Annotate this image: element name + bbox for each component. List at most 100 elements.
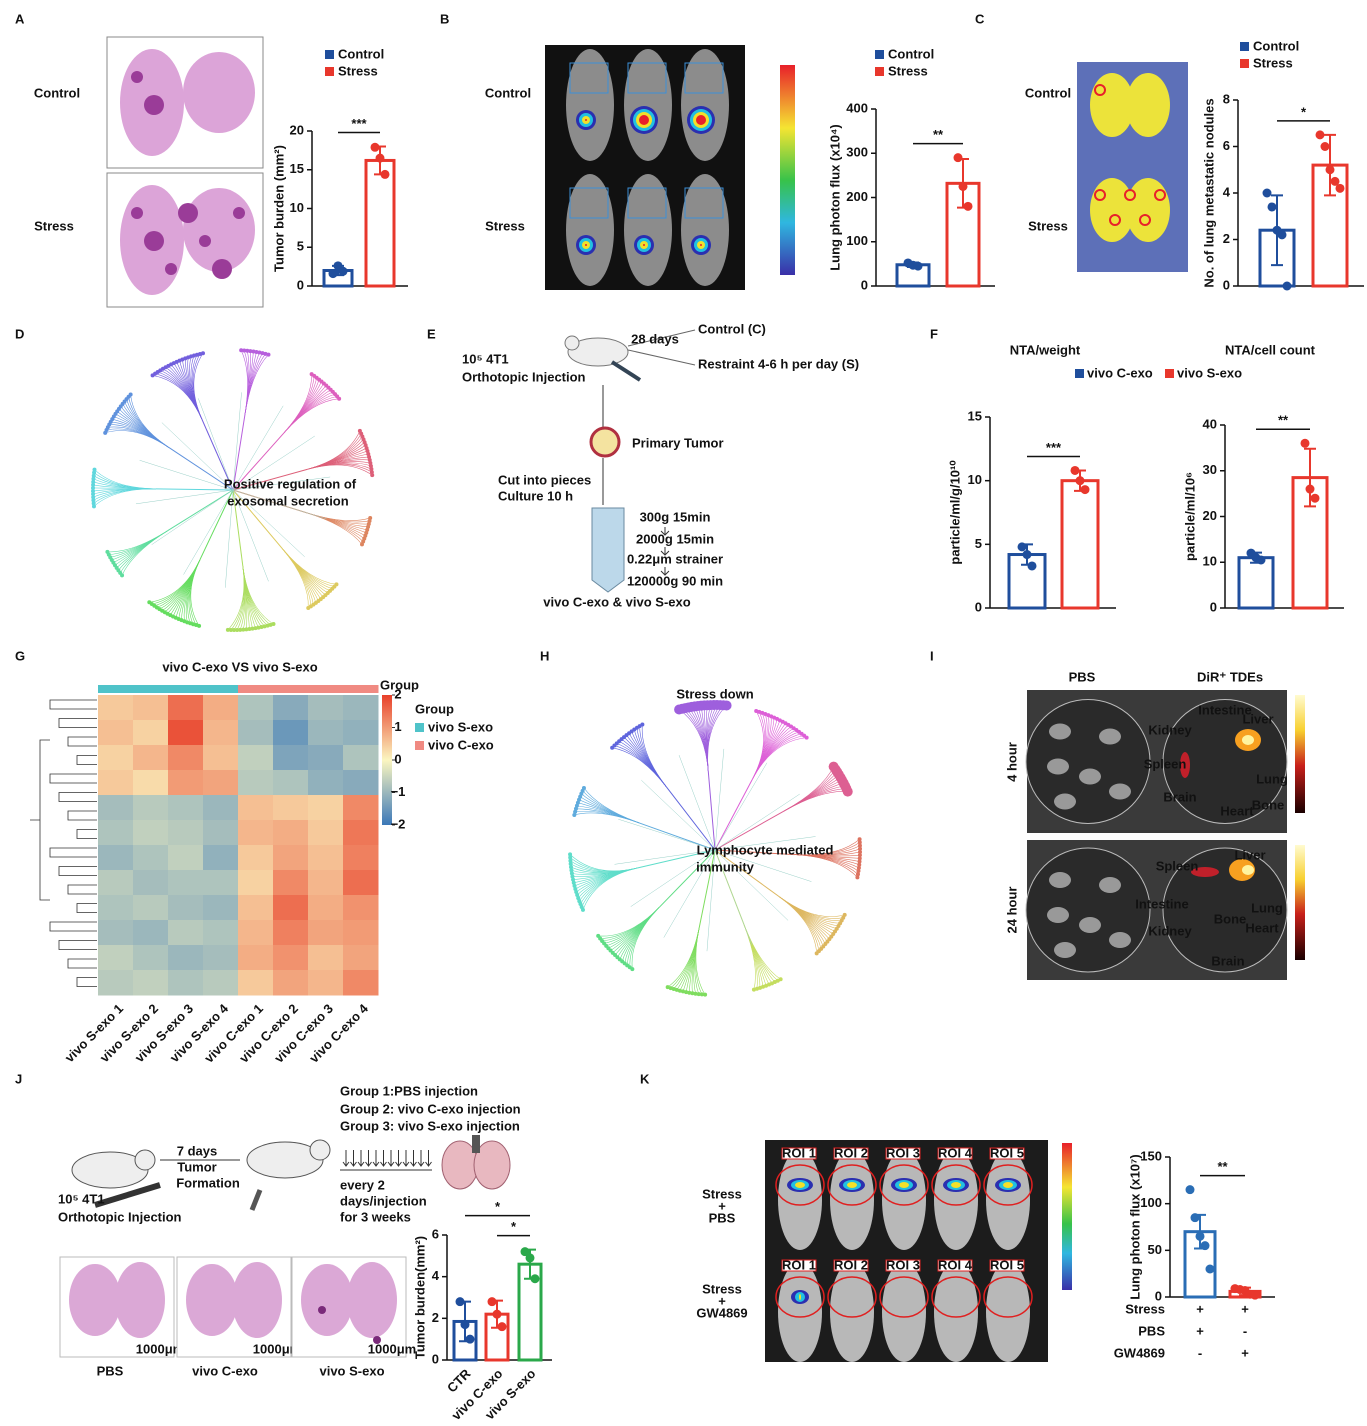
- illustration: [751, 987, 756, 992]
- illustration: [149, 559, 201, 603]
- illustration: [663, 849, 716, 938]
- heatmap-cell: [168, 970, 204, 996]
- heatmap-cell: [238, 895, 274, 921]
- heatmap-cell: [273, 845, 309, 871]
- illustration: [91, 501, 96, 506]
- data-point: [1282, 281, 1292, 291]
- chart-title: NTA/weight: [1010, 342, 1081, 357]
- illustration: [225, 627, 230, 632]
- y-tick-label: 300: [846, 145, 868, 160]
- illustration: [779, 896, 820, 952]
- significance-label: *: [1301, 104, 1307, 119]
- illustration: [282, 548, 309, 609]
- illustration: [681, 49, 729, 161]
- data-point: [465, 1334, 475, 1344]
- label: +: [718, 1198, 726, 1213]
- label: Control (C): [698, 321, 766, 336]
- legend-label: Stress: [338, 63, 378, 78]
- bar: [945, 181, 981, 288]
- illustration: [667, 928, 700, 988]
- heatmap-cell: [98, 895, 134, 921]
- illustration: [572, 883, 577, 888]
- illustration: [754, 986, 759, 991]
- heatmap-cell: [308, 895, 344, 921]
- illustration: [1003, 1182, 1013, 1188]
- illustration: [306, 512, 363, 545]
- illustration: [69, 1264, 121, 1336]
- illustration: [233, 207, 245, 219]
- illustration: [830, 1262, 874, 1362]
- illustration: [183, 52, 255, 133]
- group-bar: [273, 685, 309, 693]
- illustration: [147, 600, 152, 605]
- y-tick-label: 20: [1203, 508, 1217, 523]
- data-point: [1267, 202, 1277, 212]
- label: Group 2: vivo C-exo injection: [340, 1101, 521, 1116]
- illustration: [630, 849, 716, 907]
- illustration: [263, 351, 268, 356]
- illustration: [1139, 214, 1151, 226]
- illustration: [251, 349, 256, 354]
- illustration: [232, 489, 269, 582]
- heatmap-cell: [133, 795, 169, 821]
- heatmap-cell: [203, 720, 239, 746]
- illustration: [637, 849, 716, 869]
- illustration: [58, 866, 97, 876]
- illustration: [162, 368, 203, 420]
- illustration: [91, 489, 96, 494]
- illustration: [568, 858, 573, 863]
- illustration: [714, 836, 816, 851]
- colorbar: [382, 695, 392, 825]
- illustration: [244, 627, 249, 632]
- y-tick-label: 100: [846, 233, 868, 248]
- illustration: [369, 467, 374, 472]
- group-bar: [168, 685, 204, 693]
- illustration: [1162, 699, 1288, 824]
- illustration: [641, 724, 667, 788]
- illustration: [105, 549, 110, 554]
- illustration: [307, 464, 373, 476]
- heatmap-cell: [238, 720, 274, 746]
- illustration: [144, 95, 164, 115]
- heatmap-cell: [273, 945, 309, 971]
- illustration: [665, 985, 670, 990]
- illustration: [259, 625, 264, 630]
- label: Cut into pieces: [498, 472, 591, 487]
- illustration: [568, 855, 573, 860]
- heatmap-cell: [168, 870, 204, 896]
- heatmap-cell: [168, 895, 204, 921]
- illustration: [91, 495, 96, 500]
- illustration: [707, 770, 716, 851]
- heatmap-cell: [133, 870, 169, 896]
- panel-label: C: [975, 11, 985, 26]
- significance-label: ***: [351, 116, 367, 131]
- illustration: [1090, 73, 1134, 137]
- illustration: [575, 800, 580, 805]
- illustration: [197, 351, 202, 356]
- group-bar: [203, 685, 239, 693]
- label: Tumor: [177, 1159, 216, 1174]
- illustration: [165, 263, 177, 275]
- heatmap-cell: [168, 720, 204, 746]
- illustration: [794, 854, 858, 878]
- illustration: [761, 984, 766, 989]
- illustration: [107, 530, 168, 553]
- heatmap-cell: [273, 695, 309, 721]
- data-point: [1320, 142, 1330, 151]
- illustration: [833, 1259, 869, 1272]
- illustration: [200, 351, 205, 356]
- illustration: [232, 489, 327, 520]
- label: Positive regulation of: [224, 476, 357, 491]
- illustration: [639, 822, 716, 851]
- illustration: [714, 849, 789, 921]
- legend-swatch: [415, 741, 424, 750]
- data-point: [1256, 555, 1266, 565]
- heatmap-cell: [98, 745, 134, 771]
- illustration: [368, 464, 373, 469]
- label: Culture 10 h: [498, 488, 573, 503]
- panel-label: K: [640, 1071, 650, 1086]
- illustration: [58, 718, 97, 728]
- illustration: [1242, 865, 1254, 875]
- label: DiR⁺ TDEs: [1197, 669, 1263, 684]
- heatmap-cell: [273, 870, 309, 896]
